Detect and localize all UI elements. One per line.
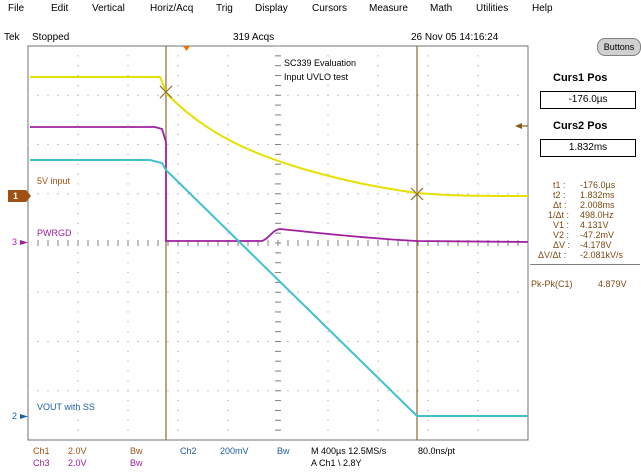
ch3-ground-marker <box>20 240 28 245</box>
annotation-line-1: SC339 Evaluation <box>284 58 357 68</box>
menu-cursors[interactable]: Cursors <box>312 3 348 14</box>
measurement-value: 4.879V <box>598 279 627 289</box>
menu-edit[interactable]: Edit <box>51 3 69 14</box>
timebase-readout[interactable]: M 400µs 12.5MS/s <box>311 446 387 456</box>
trigger-level-marker <box>515 123 522 129</box>
ch1-marker-label: 1 <box>13 191 19 201</box>
status-bar: Tek Stopped 319 Acqs 26 Nov 05 14:16:24 <box>0 32 641 46</box>
ch2-bandwidth: Bw <box>277 446 290 456</box>
trigger-position-marker <box>183 46 190 51</box>
readout-value: -176.0µs <box>580 180 616 190</box>
brand-label: Tek <box>4 32 20 43</box>
ch3-trace-label: PWRGD <box>37 228 72 238</box>
acq-state: Stopped <box>32 32 70 43</box>
menu-utilities[interactable]: Utilities <box>476 3 509 14</box>
menu-math[interactable]: Math <box>430 3 453 14</box>
menu-help[interactable]: Help <box>532 3 553 14</box>
readout-key: V1 : <box>553 220 570 230</box>
ch1-trace <box>30 76 529 197</box>
ch3-trace <box>30 126 529 243</box>
annotation-line-2: Input UVLO test <box>284 72 349 82</box>
cursor1-cross <box>159 85 173 99</box>
ch2-label[interactable]: Ch2 <box>180 446 197 456</box>
measurement-label: Pk-Pk(C1) <box>531 279 573 289</box>
menu-trig[interactable]: Trig <box>216 3 233 14</box>
curs1-title: Curs1 Pos <box>553 72 608 84</box>
ch1-bandwidth: Bw <box>130 446 143 456</box>
ch1-label[interactable]: Ch1 <box>33 446 50 456</box>
ch3-bandwidth: Bw <box>130 458 143 468</box>
menu-measure[interactable]: Measure <box>369 3 408 14</box>
curs1-position-field[interactable]: -176.0µs <box>540 91 636 109</box>
readout-key: Δt : <box>553 200 567 210</box>
readout-key: ΔV : <box>553 240 571 250</box>
readout-key: t1 : <box>553 180 566 190</box>
menu-file[interactable]: File <box>8 3 25 14</box>
readout-key: 1/Δt : <box>548 210 570 220</box>
readout-value: 498.0Hz <box>580 210 614 220</box>
ch2-ground-marker <box>20 414 28 419</box>
trigger-readout[interactable]: A Ch1 \ 2.8Y <box>311 458 362 468</box>
ch1-trace-label: 5V input <box>37 176 71 186</box>
ch2-trace <box>30 159 528 417</box>
curs2-title: Curs2 Pos <box>553 120 608 132</box>
graticule-grid <box>27 45 529 431</box>
menu-vertical[interactable]: Vertical <box>92 3 125 14</box>
readout-value: 2.008ms <box>580 200 615 210</box>
menu-display[interactable]: Display <box>255 3 288 14</box>
readout-key: V2 : <box>553 230 570 240</box>
measurement-divider <box>530 264 640 265</box>
readout-value: -2.081kV/s <box>580 250 624 260</box>
buttons-toggle[interactable]: Buttons <box>597 38 641 56</box>
menu-horiz-acq[interactable]: Horiz/Acq <box>150 3 194 14</box>
readout-value: 4.131V <box>580 220 609 230</box>
curs2-position-field[interactable]: 1.832ms <box>540 139 636 157</box>
menu-bar: File Edit Vertical Horiz/Acq Trig Displa… <box>0 0 641 18</box>
ch2-scale[interactable]: 200mV <box>220 446 249 456</box>
ch1-ground-marker <box>8 190 26 202</box>
ch2-trace-label: VOUT with SS <box>37 402 95 412</box>
readout-key: t2 : <box>553 190 566 200</box>
ch3-marker-label: 3 <box>12 237 18 247</box>
acq-count: 319 Acqs <box>233 32 275 43</box>
readout-key: ΔV/Δt : <box>538 250 567 260</box>
datetime-label: 26 Nov 05 14:16:24 <box>411 32 499 43</box>
readout-value: -47.2mV <box>580 230 615 240</box>
readout-value: 1.832ms <box>580 190 615 200</box>
ch3-label[interactable]: Ch3 <box>33 458 50 468</box>
cursor2-cross <box>410 187 424 201</box>
ch2-marker-label: 2 <box>12 411 18 421</box>
sample-interval: 80.0ns/pt <box>418 446 456 456</box>
ch1-scale[interactable]: 2.0V <box>68 446 87 456</box>
readout-value: -4.178V <box>580 240 612 250</box>
ch3-scale[interactable]: 2.0V <box>68 458 87 468</box>
